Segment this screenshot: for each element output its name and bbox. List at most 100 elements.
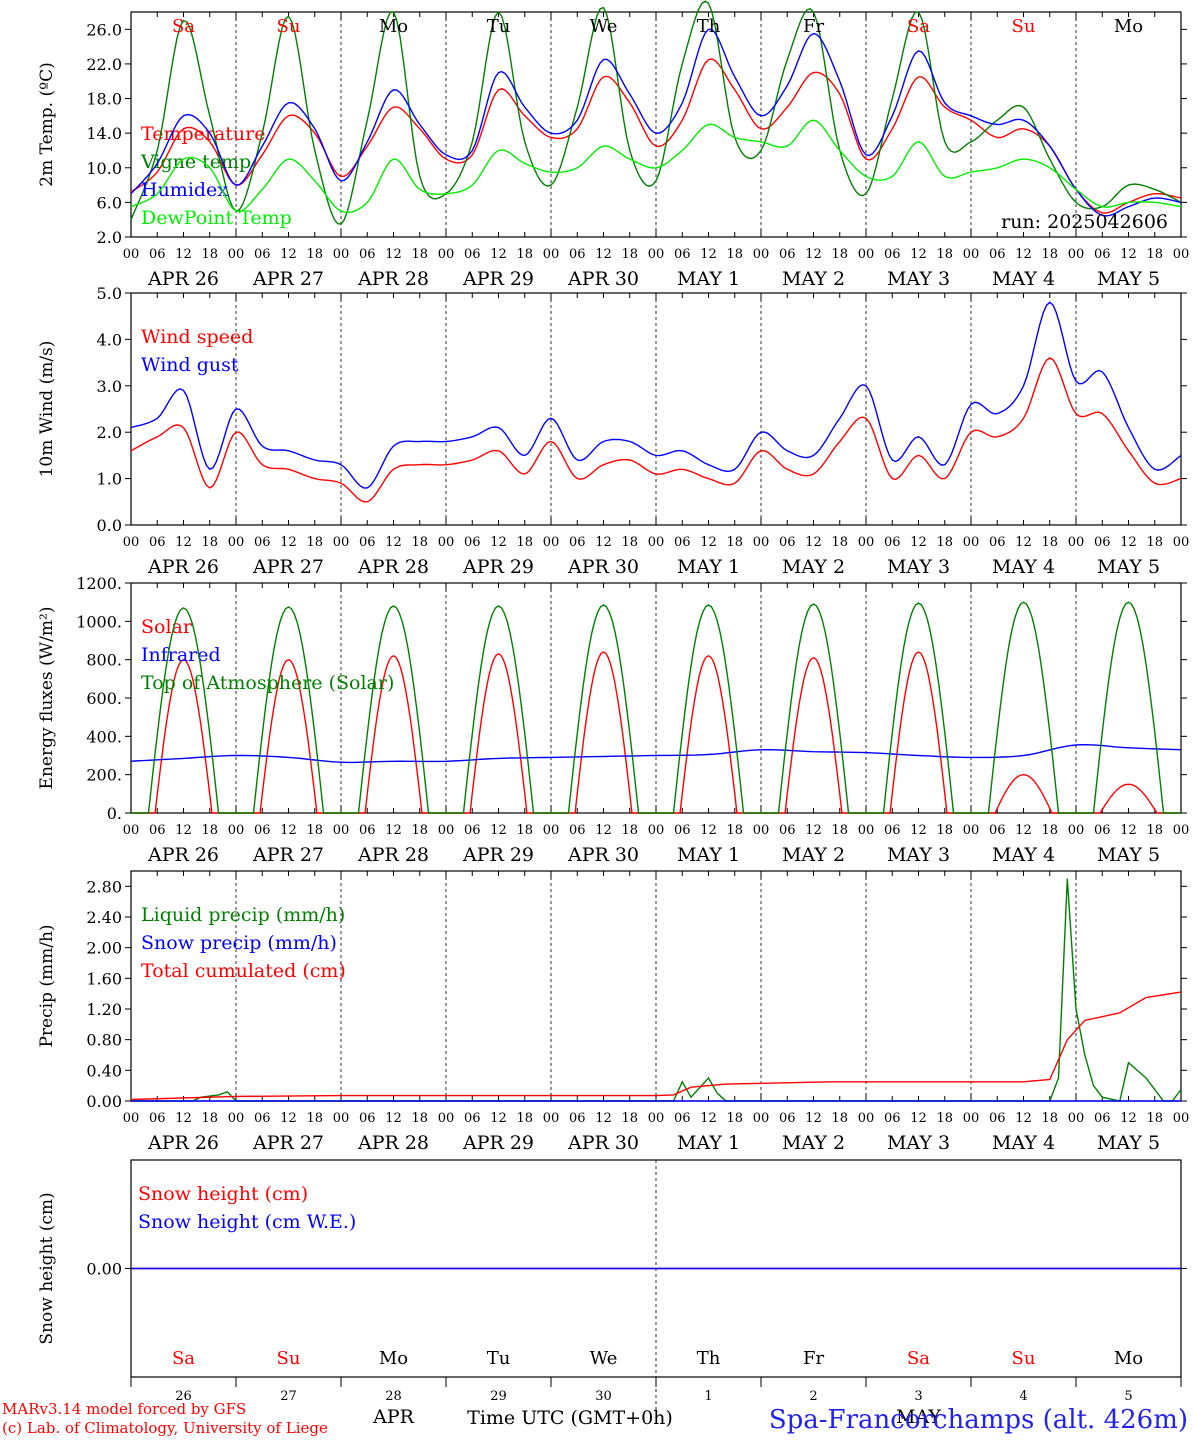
x-date-label: APR 29 — [462, 1132, 534, 1154]
x-hour-label: 00 — [648, 535, 665, 550]
x-hour-label: 12 — [910, 247, 927, 262]
x-hour-label: 12 — [385, 535, 402, 550]
x-date-label: APR 29 — [462, 268, 534, 290]
x-hour-label: 12 — [910, 823, 927, 838]
x-hour-label: 06 — [989, 823, 1006, 838]
x-hour-label: 06 — [149, 535, 166, 550]
x-hour-label: 12 — [490, 247, 507, 262]
month-label-apr: APR — [372, 1406, 415, 1428]
x-hour-label: 06 — [674, 823, 691, 838]
x-hour-label: 12 — [1015, 1111, 1032, 1126]
day-name-label: Su — [277, 1348, 301, 1369]
x-hour-label: 18 — [831, 1111, 848, 1126]
x-date-label: MAY 1 — [677, 844, 740, 866]
x-hour-label: 18 — [936, 823, 953, 838]
x-date-label: MAY 4 — [992, 556, 1055, 578]
day-name-label: Tu — [487, 16, 511, 37]
x-hour-label: 00 — [753, 247, 770, 262]
x-date-label: MAY 2 — [782, 1132, 845, 1154]
x-date-label: MAY 4 — [992, 268, 1055, 290]
x-hour-label: 06 — [1094, 535, 1111, 550]
x-hour-label: 00 — [543, 535, 560, 550]
x-date-label: APR 27 — [252, 556, 324, 578]
x-hour-label: 06 — [569, 823, 586, 838]
x-hour-label: 12 — [385, 1111, 402, 1126]
x-hour-label: 12 — [595, 535, 612, 550]
x-hour-label: 18 — [516, 1111, 533, 1126]
x-hour-label: 06 — [1094, 1111, 1111, 1126]
x-hour-label: 18 — [411, 1111, 428, 1126]
x-hour-label: 00 — [648, 1111, 665, 1126]
day-number-label: 1 — [704, 1389, 712, 1404]
x-hour-label: 06 — [464, 247, 481, 262]
day-name-label: Th — [697, 1348, 721, 1369]
model-credit-line1: MARv3.14 model forced by GFS — [2, 1400, 246, 1418]
x-hour-label: 00 — [438, 823, 455, 838]
x-hour-label: 06 — [359, 535, 376, 550]
x-date-label: APR 29 — [462, 556, 534, 578]
legend-entry: Snow height (cm W.E.) — [138, 1211, 356, 1233]
x-hour-label: 18 — [411, 535, 428, 550]
x-hour-label: 18 — [831, 247, 848, 262]
x-hour-label: 18 — [1041, 1111, 1058, 1126]
x-hour-label: 00 — [228, 1111, 245, 1126]
x-date-label: MAY 5 — [1097, 1132, 1160, 1154]
x-hour-label: 18 — [726, 247, 743, 262]
x-hour-label: 00 — [963, 1111, 980, 1126]
x-hour-label: 00 — [543, 1111, 560, 1126]
x-hour-label: 18 — [201, 1111, 218, 1126]
x-hour-label: 18 — [936, 535, 953, 550]
x-hour-label: 00 — [1173, 247, 1190, 262]
x-hour-label: 00 — [333, 1111, 350, 1126]
legend-entry: Wind speed — [141, 326, 253, 348]
x-hour-label: 18 — [1041, 535, 1058, 550]
day-name-label: Sa — [907, 16, 930, 37]
x-hour-label: 00 — [1068, 1111, 1085, 1126]
x-date-label: APR 30 — [567, 1132, 639, 1154]
x-hour-label: 12 — [490, 535, 507, 550]
station-title: Spa-Francorchamps (alt. 426m) — [769, 1405, 1188, 1435]
y-tick-label: 2.0 — [97, 228, 122, 247]
x-hour-label: 06 — [989, 535, 1006, 550]
legend-entry: Liquid precip (mm/h) — [141, 904, 345, 926]
x-date-label: MAY 4 — [992, 1132, 1055, 1154]
y-axis-label: 2m Temp. (ºC) — [37, 62, 57, 187]
x-hour-label: 00 — [648, 247, 665, 262]
day-number-label: 3 — [914, 1389, 922, 1404]
legend-entry: Vigne temp — [140, 151, 251, 173]
y-axis-label: Snow height (cm) — [37, 1192, 57, 1344]
y-tick-label: 10.0 — [86, 159, 122, 178]
legend-entry: DewPoint Temp — [141, 207, 292, 229]
x-hour-label: 18 — [201, 823, 218, 838]
x-hour-label: 12 — [805, 535, 822, 550]
day-name-label: Su — [1012, 1348, 1036, 1369]
series-line-top-of-atmosphere-solar- — [131, 601, 1181, 814]
y-tick-label: 3.0 — [97, 377, 122, 396]
series-line-wind-gust — [130, 301, 1182, 489]
run-label: run: 2025042606 — [1001, 211, 1168, 233]
x-hour-label: 06 — [359, 1111, 376, 1126]
x-hour-label: 00 — [858, 1111, 875, 1126]
x-hour-label: 06 — [464, 535, 481, 550]
x-hour-label: 12 — [1120, 823, 1137, 838]
x-date-label: MAY 4 — [992, 844, 1055, 866]
x-date-label: APR 28 — [357, 844, 429, 866]
x-hour-label: 18 — [1146, 823, 1163, 838]
x-date-label: MAY 5 — [1097, 844, 1160, 866]
day-name-label: Mo — [1114, 16, 1143, 37]
y-tick-label: 0.0 — [97, 516, 122, 535]
x-hour-label: 12 — [595, 247, 612, 262]
x-hour-label: 00 — [228, 823, 245, 838]
day-number-label: 30 — [595, 1389, 612, 1404]
y-tick-label: 400. — [86, 727, 122, 746]
series-line-temperature — [130, 58, 1182, 214]
day-name-label: Mo — [379, 1348, 408, 1369]
x-date-label: APR 27 — [252, 1132, 324, 1154]
x-hour-label: 00 — [123, 247, 140, 262]
x-hour-label: 12 — [595, 823, 612, 838]
footer: MARv3.14 model forced by GFS(c) Lab. of … — [2, 1400, 1188, 1437]
x-hour-label: 18 — [726, 1111, 743, 1126]
x-date-label: MAY 2 — [782, 844, 845, 866]
y-tick-label: 5.0 — [97, 284, 122, 303]
